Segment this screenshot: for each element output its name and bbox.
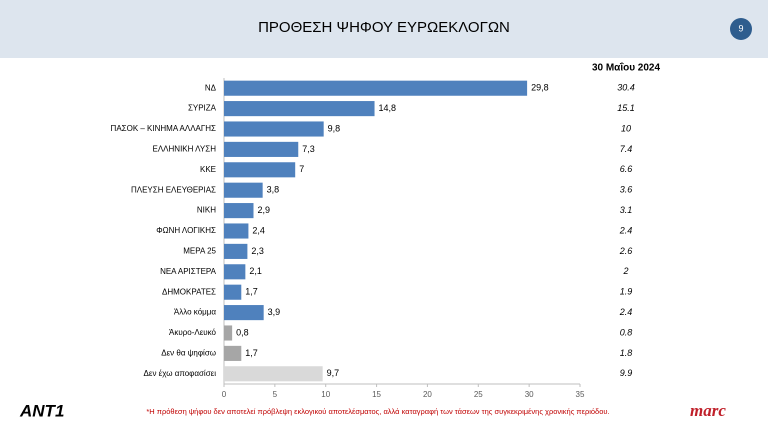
category-label: Άλλο κόμμα [174,308,216,317]
value-label: 2,3 [251,246,264,256]
bar [224,162,296,178]
bar [224,80,528,96]
comparison-value: 10 [621,123,631,133]
category-label: ΣΥΡΙΖΑ [188,104,217,113]
value-label: 1,7 [245,287,258,297]
bar [224,325,233,341]
category-label: ΝΙΚΗ [197,206,216,215]
left-logo: ΑΝΤ1 [19,401,64,420]
value-label: 9,8 [328,123,341,133]
category-label: ΚΚΕ [200,165,216,174]
chart-title: ΠΡΟΘΕΣΗ ΨΗΦΟΥ ΕΥΡΩΕΚΛΟΓΩΝ [258,19,510,36]
bar [224,203,254,219]
category-label: ΠΑΣΟΚ – ΚΙΝΗΜΑ ΑΛΛΑΓΗΣ [111,124,217,133]
bar [224,243,248,259]
x-tick-label: 10 [321,390,330,399]
header-band [0,0,768,58]
x-tick-label: 20 [423,390,432,399]
category-label: Άκυρο-Λευκό [169,328,217,337]
page-badge [730,18,752,40]
x-tick-label: 0 [222,390,227,399]
comparison-value: 2.4 [619,225,633,235]
footnote: *Η πρόθεση ψήφου δεν αποτελεί πρόβλεψη ε… [146,407,609,416]
bar [224,305,264,321]
bar [224,182,263,198]
bar [224,345,242,361]
comparison-value: 2 [622,266,628,276]
category-label: ΠΛΕΥΣΗ ΕΛΕΥΘΕΡΙΑΣ [131,185,216,194]
comparison-value: 30.4 [617,83,635,93]
page-number: 9 [738,23,743,33]
value-label: 2,1 [249,266,262,276]
x-tick-label: 15 [372,390,381,399]
comparison-value: 9.9 [620,368,633,378]
value-label: 1,7 [245,348,258,358]
value-label: 0,8 [236,327,249,337]
comparison-header: 30 Μαΐου 2024 [592,62,661,74]
bar [224,284,242,300]
value-label: 7 [299,164,304,174]
value-label: 7,3 [302,144,315,154]
category-label: ΜΕΡΑ 25 [183,247,216,256]
x-tick-label: 25 [474,390,483,399]
category-label: Δεν θα ψηφίσω [161,349,216,358]
comparison-value: 1.8 [620,348,633,358]
value-label: 14,8 [379,103,397,113]
value-label: 3,8 [267,185,280,195]
bar [224,141,299,157]
value-label: 29,8 [531,83,549,93]
comparison-value: 2.4 [619,307,633,317]
comparison-value: 1.9 [620,287,633,297]
value-label: 3,9 [268,307,281,317]
comparison-value: 6.6 [620,164,633,174]
x-tick-label: 30 [525,390,534,399]
comparison-value: 2.6 [619,246,633,256]
value-label: 2,4 [252,225,265,235]
comparison-value: 0.8 [620,327,633,337]
category-label: ΔΗΜΟΚΡΑΤΕΣ [162,287,216,296]
value-label: 9,7 [327,368,340,378]
bar [224,101,375,117]
bar [224,121,324,137]
category-label: ΝΕΑ ΑΡΙΣΤΕΡΑ [160,267,217,276]
right-logo: marc [690,401,726,420]
x-tick-label: 35 [576,390,585,399]
comparison-value: 3.1 [620,205,633,215]
comparison-value: 3.6 [620,185,633,195]
comparison-value: 7.4 [620,144,633,154]
bar [224,223,249,239]
category-label: ΝΔ [205,83,217,92]
value-label: 2,9 [257,205,270,215]
x-tick-label: 5 [273,390,278,399]
bar [224,366,323,382]
bar [224,264,246,280]
category-label: ΕΛΛΗΝΙΚΗ ΛΥΣΗ [152,145,216,154]
category-label: ΦΩΝΗ ΛΟΓΙΚΗΣ [156,226,216,235]
category-label: Δεν έχω αποφασίσει [144,369,217,378]
comparison-value: 15.1 [617,103,635,113]
